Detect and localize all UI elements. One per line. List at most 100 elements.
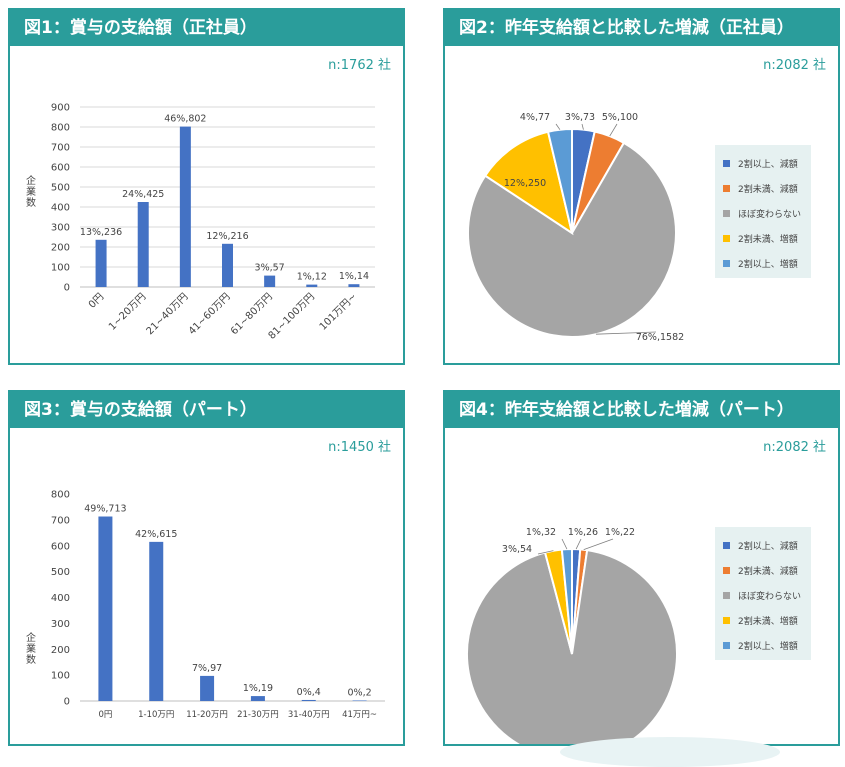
leader-line [561,538,568,550]
y-tick-label: 100 [51,263,70,274]
y-tick-label: 800 [51,123,70,134]
leader-line [555,123,561,130]
x-tick-label: 11-20万円 [186,710,228,720]
data-label: 1%,19 [243,683,273,694]
data-label: 46%,802 [164,114,206,125]
data-label: 12%,216 [206,231,248,242]
legend-label: 2割以上、減額 [738,542,798,552]
figure1-sample-size: n:1762 社 [328,58,391,73]
y-tick-label: 0 [64,283,70,294]
figure1-panel: 図1：賞与の支給額（正社員） n:1762 社 0 100 200 300 400 500… [8,8,405,365]
data-label: 13%,236 [80,227,122,238]
bar [137,202,149,287]
leader-line [575,538,582,550]
y-tick-label: 700 [51,143,70,154]
legend-label: ほぼ変わらない [738,210,802,220]
y-tick-label: 600 [51,163,70,174]
legend-swatch [723,235,730,242]
figure3-sample-size: n:1450 社 [328,440,391,455]
bar [98,516,113,701]
y-tick-label: 0 [64,697,70,708]
legend-label: 2割以上、増額 [738,642,798,652]
legend-item: ほぼ変わらない [723,201,803,226]
y-tick-label: 300 [51,223,70,234]
bar [348,284,360,287]
y-tick-label: 800 [51,490,70,501]
y-axis-label: 企業数 [26,631,36,666]
x-tick-label: 1~20万円 [107,291,148,332]
figure4-panel: 図4：昨年支給額と比較した増減（パート） n:2082 社 1%,26 1%,22… [443,390,840,746]
leader-line [595,331,657,335]
data-label: 1%,26 [568,527,598,538]
legend-item: 2割以上、減額 [723,533,803,558]
legend-swatch [723,592,730,599]
data-label: 0%,2 [348,687,372,698]
leader-line [583,538,614,551]
figure1-bar-chart: 0 100 200 300 400 500 600 700 800 900 企業数 13%,236 0円… [26,103,375,342]
legend-label: 2割以上、減額 [738,160,798,170]
legend-item: 2割未満、減額 [723,558,803,583]
x-tick-label: 31-40万円 [288,710,330,720]
x-tick-label: 41~60万円 [187,291,233,337]
y-tick-label: 200 [51,243,70,254]
bar [352,700,367,701]
figure2-panel: 図2：昨年支給額と比較した増減（正社員） n:2082 社 3%,73 5%,10… [443,8,840,365]
data-label: 3%,73 [565,112,595,123]
figure4-pie-chart: 1%,261%,2294%,19483%,541%,32 [466,527,684,744]
x-tick-label: 21~40万円 [145,291,191,337]
y-tick-label: 700 [51,515,70,526]
x-tick-label: 1-10万円 [138,710,174,720]
pie-slice [546,127,573,234]
legend-swatch [723,260,730,267]
y-tick-label: 500 [51,567,70,578]
y-tick-label: 600 [51,541,70,552]
data-label: 5%,100 [602,112,638,123]
legend-label: ほぼ変わらない [738,592,802,602]
legend-label: 2割未満、減額 [738,185,798,195]
x-tick-label: 41万円~ [342,710,377,720]
leader-line [609,123,618,137]
legend-item: 2割以上、増額 [723,633,803,658]
data-label: 0%,4 [297,687,321,698]
figure2-sample-size: n:2082 社 [763,58,826,73]
figure4-legend: 2割以上、減額 2割未満、減額ほぼ変わらない 2割未満、増額 2割以上、増額 [715,527,811,660]
decorative-wave [560,737,780,767]
x-tick-label: 0円 [87,291,106,310]
legend-label: 2割未満、増額 [738,617,798,627]
figure4-title: 図4：昨年支給額と比較した増減（パート） [445,392,838,428]
data-label: 76%,1582 [636,332,684,343]
y-tick-label: 400 [51,593,70,604]
data-label: 1%,12 [297,272,327,283]
x-tick-label: 61~80万円 [229,291,275,337]
y-tick-label: 900 [51,103,70,114]
figure3-bar-chart: 0 100 200 300 400 500 600 700 800 企業数 49%,713 0円 42%… [26,490,385,720]
data-label: 4%,77 [520,112,550,123]
y-tick-label: 100 [51,671,70,682]
y-tick-label: 400 [51,203,70,214]
figure3-panel: 図3：賞与の支給額（パート） n:1450 社 0 100 200 300 400 500… [8,390,405,746]
x-tick-label: 101万円~ [318,291,359,332]
data-label: 1%,32 [526,527,556,538]
legend-item: 2割未満、増額 [723,608,803,633]
data-label: 1%,14 [339,271,369,282]
legend-item: 2割以上、減額 [723,151,803,176]
y-tick-label: 200 [51,645,70,656]
figure4-sample-size: n:2082 社 [763,440,826,455]
legend-swatch [723,160,730,167]
bar [301,699,316,701]
data-label: 12%,250 [504,178,546,189]
leader-line [537,550,554,555]
data-label: 3%,54 [502,544,532,555]
bar [149,541,164,701]
y-axis-label: 企業数 [26,174,36,209]
legend-item: 2割以上、増額 [723,251,803,276]
data-label: 24%,425 [122,189,164,200]
figure2-legend: 2割以上、減額 2割未満、減額 ほぼ変わらない 2割未満、増額 2割以上、増額 [715,145,811,278]
x-tick-label: 21-30万円 [237,710,279,720]
figure3-title: 図3：賞与の支給額（パート） [10,392,403,428]
legend-swatch [723,542,730,549]
pie-slice [466,548,678,744]
bar [250,696,265,701]
legend-label: 2割以上、増額 [738,260,798,270]
data-label: 49%,713 [84,504,126,515]
